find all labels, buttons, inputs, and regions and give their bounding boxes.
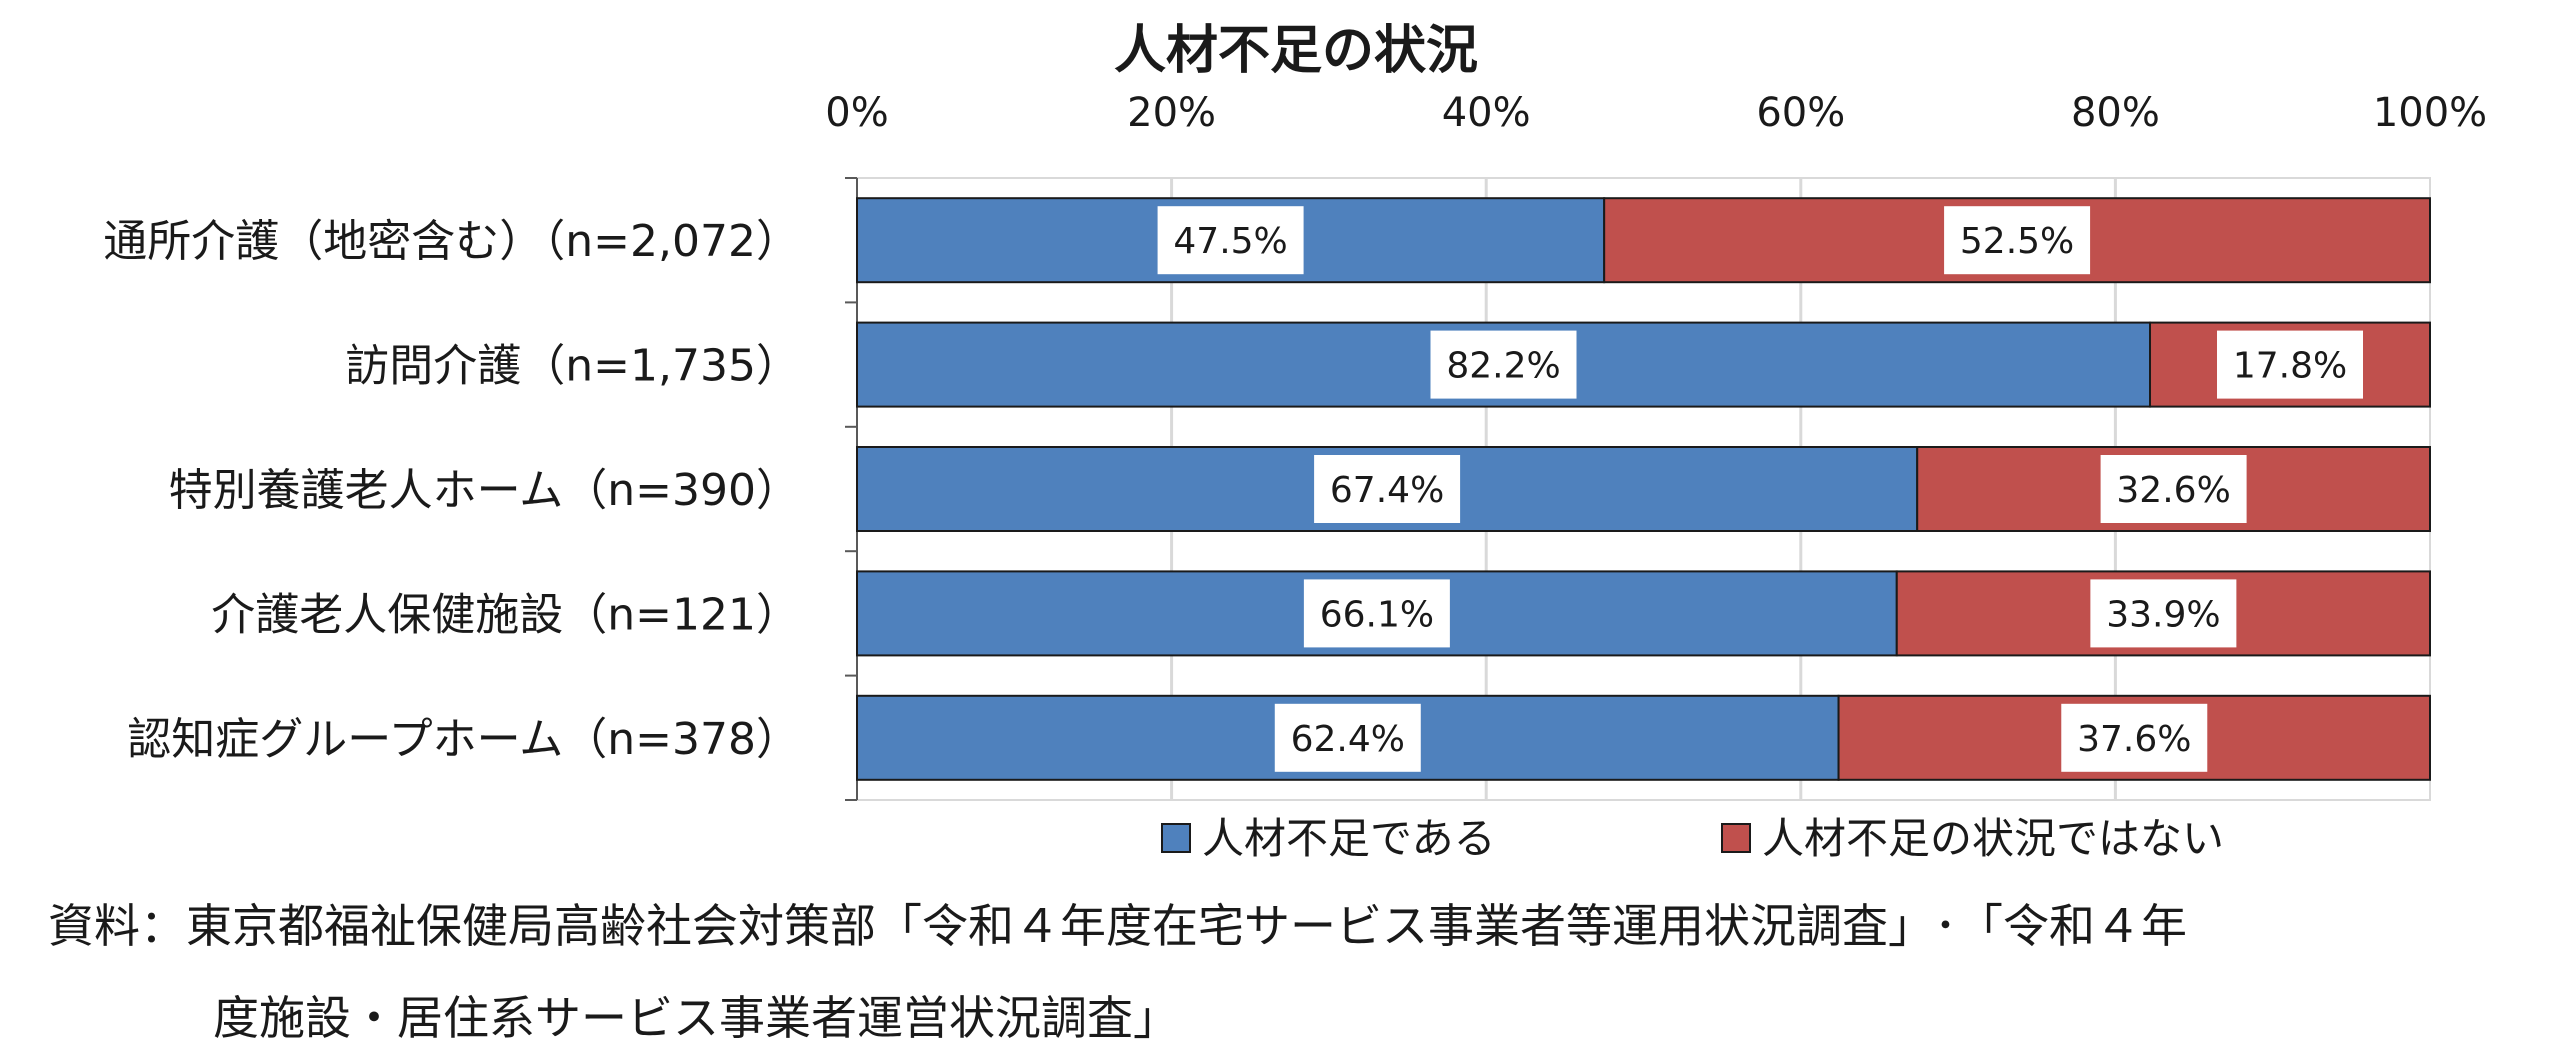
x-tick-label: 40%	[1442, 90, 1531, 136]
data-label: 37.6%	[2077, 719, 2191, 760]
category-label: 訪問介護（n=1,735）	[345, 341, 800, 392]
title-layer: 人材不足の状況	[1114, 21, 1478, 81]
data-label-box	[2090, 579, 2237, 648]
data-label-box	[2100, 455, 2247, 523]
x-tick-label: 0%	[825, 90, 888, 136]
category-label: 認知症グループホーム（n=378）	[127, 714, 800, 765]
data-label-box	[1944, 206, 2091, 275]
legend-label: 人材不足の状況ではない	[1762, 814, 2224, 863]
plot-area: 0% 20% 40% 60% 80% 100% 47.5% 52.5% 通所介護（地密含む）（n…	[103, 90, 2487, 801]
data-label-box	[1314, 455, 1461, 523]
x-tick-label: 100%	[2373, 90, 2487, 136]
data-label-box	[1430, 330, 1577, 399]
data-label: 62.4%	[1291, 719, 1405, 760]
data-label-box	[1274, 703, 1421, 772]
source-note: 資料：東京都福祉保健局高齢社会対策部「令和４年度在宅サービス事業者等運用状況調査…	[48, 880, 2528, 1064]
source-line-1: 資料：東京都福祉保健局高齢社会対策部「令和４年度在宅サービス事業者等運用状況調査…	[48, 899, 2187, 953]
data-label: 82.2%	[1446, 346, 1560, 387]
data-label: 33.9%	[2106, 594, 2220, 635]
category-label: 介護老人保健施設（n=121）	[211, 589, 800, 640]
data-label: 32.6%	[2116, 470, 2230, 511]
chart-title: 人材不足の状況	[1114, 21, 1478, 81]
data-label: 66.1%	[1320, 594, 1434, 635]
legend-swatch	[1161, 823, 1191, 853]
data-label-box	[2061, 703, 2208, 772]
category-label: 通所介護（地密含む）（n=2,072）	[103, 216, 800, 267]
data-label-box	[2217, 330, 2364, 399]
category-label: 特別養護老人ホーム（n=390）	[169, 465, 800, 516]
data-label: 47.5%	[1173, 221, 1287, 262]
legend-swatch	[1721, 823, 1751, 853]
data-label: 52.5%	[1960, 221, 2074, 262]
legend: 人材不足である 人材不足の状況ではない	[1161, 814, 2224, 863]
x-tick-label: 20%	[1127, 90, 1216, 136]
data-label: 17.8%	[2233, 346, 2347, 387]
data-label-box	[1303, 579, 1450, 648]
source-line-2: 度施設・居住系サービス事業者運営状況調査」	[213, 991, 1179, 1045]
legend-label: 人材不足である	[1202, 814, 1496, 863]
data-label: 67.4%	[1330, 470, 1444, 511]
data-label-box	[1157, 206, 1304, 275]
x-tick-label: 80%	[2071, 90, 2160, 136]
x-tick-label: 60%	[1756, 90, 1845, 136]
